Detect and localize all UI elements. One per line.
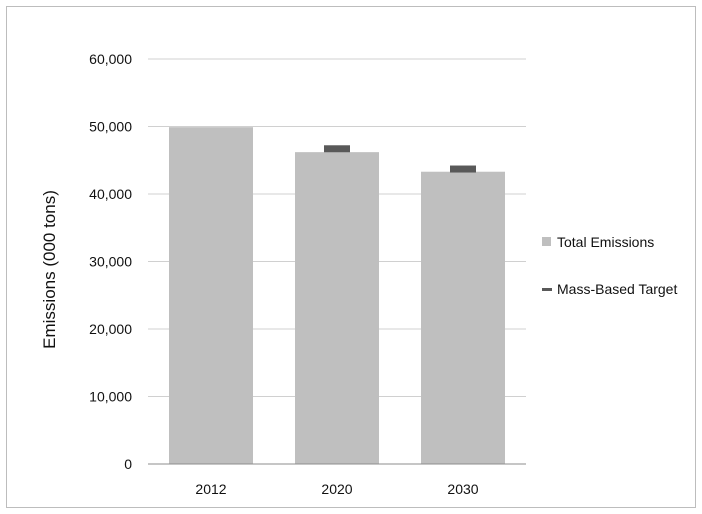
- x-tick-label: 2020: [321, 481, 352, 497]
- legend-label-total-emissions: Total Emissions: [557, 234, 654, 250]
- x-tick-labels: 2012 2020 2030: [195, 481, 478, 497]
- y-tick-label: 0: [124, 456, 132, 472]
- legend-swatch-mass-based-target: [542, 288, 552, 291]
- bar-2020: [295, 152, 379, 464]
- y-tick-label: 40,000: [89, 186, 132, 202]
- legend: Total Emissions Mass-Based Target: [542, 234, 677, 297]
- bars: [169, 127, 505, 465]
- y-tick-label: 60,000: [89, 51, 132, 67]
- y-tick-label: 20,000: [89, 321, 132, 337]
- y-tick-labels: 0 10,000 20,000 30,000 40,000 50,000 60,000: [89, 51, 132, 472]
- target-markers: [324, 145, 476, 173]
- target-marker-2020: [324, 145, 350, 153]
- y-tick-label: 30,000: [89, 254, 132, 270]
- legend-swatch-total-emissions: [542, 237, 551, 246]
- y-tick-label: 50,000: [89, 119, 132, 135]
- bar-2012: [169, 127, 253, 465]
- legend-label-mass-based-target: Mass-Based Target: [557, 281, 677, 297]
- y-axis-title: Emissions (000 tons): [40, 190, 59, 349]
- x-tick-label: 2030: [447, 481, 478, 497]
- bar-2030: [421, 171, 505, 464]
- x-tick-label: 2012: [195, 481, 226, 497]
- target-marker-2030: [450, 165, 476, 173]
- y-tick-label: 10,000: [89, 389, 132, 405]
